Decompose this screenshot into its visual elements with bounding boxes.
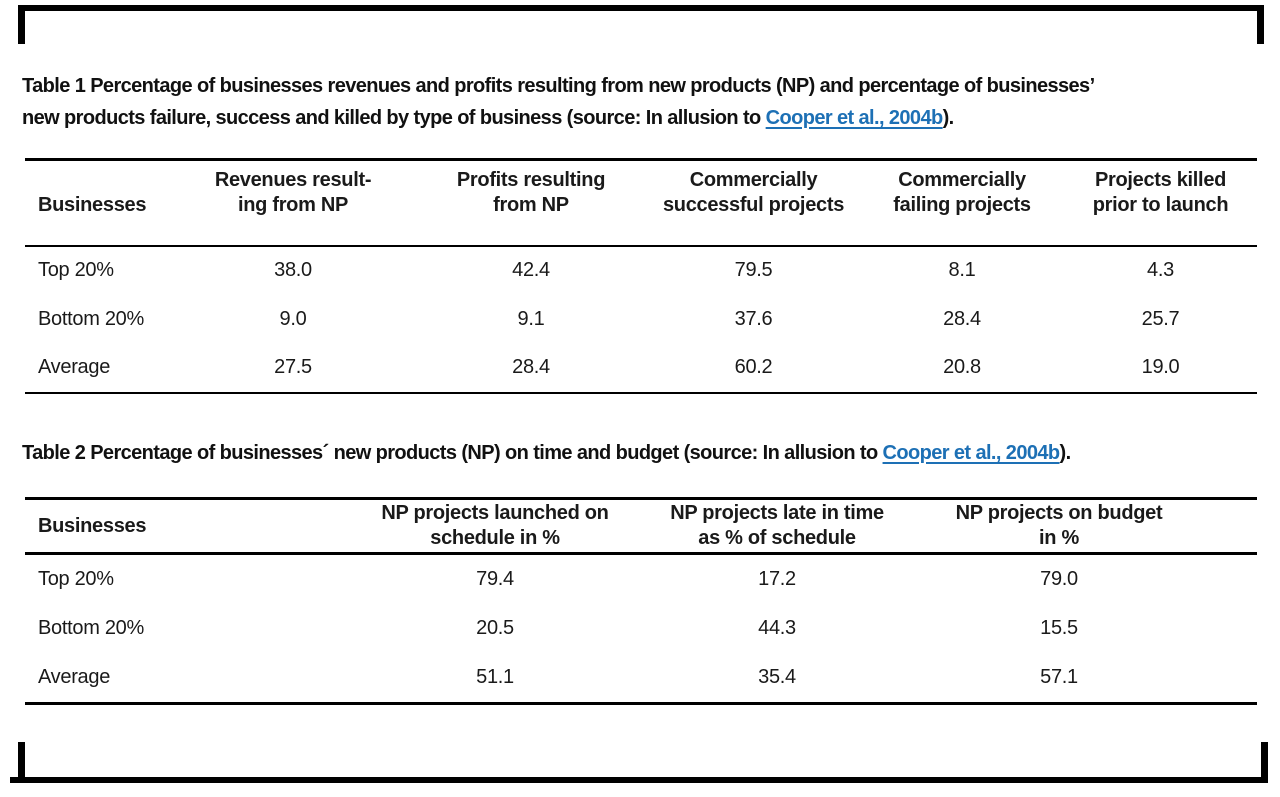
header-line: Profits resulting bbox=[456, 168, 606, 191]
header-line: ing from NP bbox=[237, 193, 349, 216]
cell: 79.0 bbox=[1040, 567, 1078, 590]
cell: 20.8 bbox=[943, 356, 981, 378]
header-line: failing projects bbox=[893, 193, 1031, 216]
page-frame-top-line bbox=[18, 5, 1264, 11]
table1-caption-line2: new products failure, success and killed… bbox=[22, 102, 1095, 134]
table-row: Top 20% 79.4 17.2 79.0 bbox=[25, 554, 1257, 604]
row-label: Average bbox=[38, 356, 111, 378]
cell: 35.4 bbox=[758, 666, 796, 689]
cell: 27.5 bbox=[274, 356, 312, 378]
header-line: Revenues result- bbox=[214, 168, 372, 191]
page-frame-top-right-corner bbox=[1257, 5, 1264, 44]
cell: 28.4 bbox=[943, 307, 981, 330]
header-line: NP projects on budget bbox=[955, 502, 1163, 524]
page-frame-bottom-right-corner bbox=[1261, 742, 1268, 780]
table1-caption-suffix: ). bbox=[942, 107, 955, 129]
page-frame-bottom-left-corner bbox=[18, 742, 25, 780]
cell: 20.5 bbox=[476, 617, 514, 639]
table1-caption-line2-text: new products failure, success and killed… bbox=[22, 107, 766, 129]
table2-caption-suffix: ). bbox=[1059, 442, 1072, 464]
cell: 15.5 bbox=[1040, 617, 1078, 639]
table2-citation-link[interactable]: Cooper et al., 2004b bbox=[882, 442, 1061, 464]
table-row: Top 20% 38.0 42.4 79.5 8.1 4.3 bbox=[25, 246, 1257, 295]
table1: Businesses Revenues result-ing from NP P… bbox=[25, 158, 1257, 394]
header-line: Commercially bbox=[689, 168, 818, 191]
filler-cell bbox=[1200, 604, 1257, 654]
table2-caption: Table 2 Percentage of businesses´ new pr… bbox=[22, 437, 1071, 469]
cell: 17.2 bbox=[758, 567, 796, 590]
cell: 25.7 bbox=[1141, 307, 1180, 330]
page-frame-bottom-line bbox=[10, 777, 1268, 783]
table1-header-businesses: Businesses bbox=[25, 159, 171, 247]
header-line: Commercially bbox=[898, 168, 1026, 191]
table2-header-filler bbox=[1200, 498, 1257, 555]
cell: 4.3 bbox=[1147, 259, 1174, 281]
table-row: Average 27.5 28.4 60.2 20.8 19.0 bbox=[25, 344, 1257, 393]
table2-header-late: NP projects late in time as % of schedule bbox=[636, 498, 918, 555]
table1-caption-line1: Table 1 Percentage of businesses revenue… bbox=[22, 75, 1095, 97]
cell: 79.4 bbox=[476, 567, 514, 590]
cell: 42.4 bbox=[512, 259, 550, 281]
row-label: Average bbox=[38, 666, 111, 689]
page-frame-top-left-corner bbox=[18, 5, 25, 44]
cell: 28.4 bbox=[512, 356, 550, 378]
table-row: Bottom 20% 9.0 9.1 37.6 28.4 25.7 bbox=[25, 295, 1257, 344]
table1-header-successful: Commercially successful projects bbox=[647, 159, 860, 247]
table1-header-revenues: Revenues result-ing from NP bbox=[171, 159, 415, 247]
cell: 60.2 bbox=[734, 356, 773, 378]
header-line: prior to launch bbox=[1092, 193, 1229, 216]
table2-header-on-schedule: NP projects launched on schedule in % bbox=[354, 498, 636, 555]
row-label: Bottom 20% bbox=[38, 307, 144, 330]
table-row: Average 51.1 35.4 57.1 bbox=[25, 654, 1257, 704]
cell: 44.3 bbox=[758, 617, 796, 639]
header-line: in % bbox=[1039, 527, 1079, 549]
table1-header-killed: Projects killed prior to launch bbox=[1064, 159, 1257, 247]
cell: 51.1 bbox=[476, 666, 514, 689]
table2-header-businesses: Businesses bbox=[25, 498, 354, 555]
table2-header-row: Businesses NP projects launched on schedu… bbox=[25, 498, 1257, 555]
cell: 8.1 bbox=[948, 259, 976, 281]
cell: 9.0 bbox=[279, 307, 307, 330]
cell: 19.0 bbox=[1141, 356, 1180, 378]
row-label: Top 20% bbox=[38, 259, 114, 281]
cell: 57.1 bbox=[1040, 666, 1078, 689]
filler-cell bbox=[1200, 554, 1257, 604]
header-line: NP projects launched on bbox=[381, 502, 609, 524]
table2: Businesses NP projects launched on schedu… bbox=[25, 497, 1257, 705]
cell: 9.1 bbox=[517, 307, 545, 330]
table2-caption-text: Table 2 Percentage of businesses´ new pr… bbox=[22, 442, 883, 464]
cell: 79.5 bbox=[734, 259, 773, 281]
row-label: Top 20% bbox=[38, 567, 114, 590]
cell: 38.0 bbox=[274, 259, 312, 281]
header-line: NP projects late in time bbox=[670, 502, 884, 524]
row-label: Bottom 20% bbox=[38, 617, 144, 639]
table1-header-row: Businesses Revenues result-ing from NP P… bbox=[25, 159, 1257, 247]
table1-header-profits: Profits resulting from NP bbox=[415, 159, 647, 247]
header-line: schedule in % bbox=[430, 527, 560, 549]
table1-caption: Table 1 Percentage of businesses revenue… bbox=[22, 70, 1095, 134]
filler-cell bbox=[1200, 654, 1257, 704]
table1-citation-link[interactable]: Cooper et al., 2004b bbox=[765, 107, 944, 129]
header-line: successful projects bbox=[662, 193, 845, 216]
table1-header-failing: Commercially failing projects bbox=[860, 159, 1064, 247]
table2-header-on-budget: NP projects on budget in % bbox=[918, 498, 1200, 555]
header-line: as % of schedule bbox=[698, 527, 856, 549]
header-line: Projects killed bbox=[1094, 168, 1227, 191]
cell: 37.6 bbox=[734, 307, 773, 330]
header-line: from NP bbox=[493, 193, 569, 216]
table-row: Bottom 20% 20.5 44.3 15.5 bbox=[25, 604, 1257, 654]
